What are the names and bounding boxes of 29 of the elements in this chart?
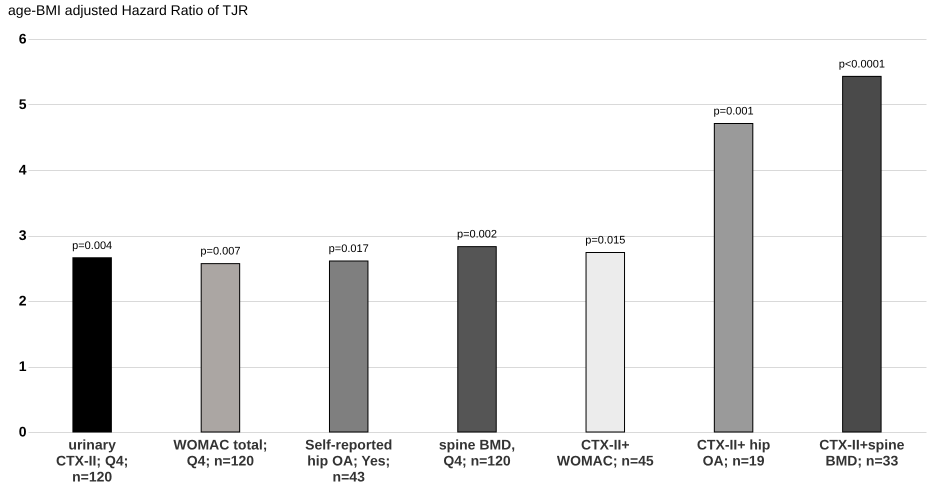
- annotation: p=0.017: [328, 243, 369, 256]
- bar: [842, 76, 882, 432]
- annotation: p=0.015: [585, 234, 626, 247]
- y-tick-label: 3: [18, 227, 27, 243]
- y-tick-label: 5: [18, 96, 27, 112]
- x-tick-label: spine BMD, Q4; n=120: [438, 436, 516, 468]
- x-tick-label: urinary CTX-II; Q4; n=120: [56, 436, 128, 484]
- bar: [586, 252, 626, 432]
- annotation: p=0.001: [714, 105, 754, 118]
- x-tick-label: CTX-II+ WOMAC; n=45: [556, 436, 654, 468]
- x-tick-label: CTX-II+ hip OA; n=19: [696, 436, 770, 468]
- y-tick-label: 1: [18, 358, 27, 374]
- x-tick-label: WOMAC total; Q4; n=120: [173, 436, 268, 468]
- bar: [72, 257, 112, 432]
- y-tick-label: 6: [18, 30, 27, 46]
- annotation: p=0.007: [200, 246, 240, 258]
- y-tick-label: 2: [18, 292, 27, 308]
- bar: [457, 246, 497, 432]
- bar: [714, 122, 754, 432]
- bar: [200, 263, 240, 432]
- bar: [328, 260, 368, 432]
- annotation: p<0.0001: [838, 58, 885, 70]
- y-tick-label: 4: [18, 162, 27, 178]
- chart-title: age-BMI adjusted Hazard Ratio of TJR: [8, 2, 248, 18]
- annotation: p=0.002: [456, 228, 498, 241]
- annotation: p=0.004: [72, 240, 112, 252]
- x-tick-label: Self-reported hip OA; Yes; n=43: [305, 436, 392, 484]
- x-tick-label: CTX-II+spine BMD; n=33: [819, 436, 905, 468]
- y-tick-label: 0: [18, 424, 27, 440]
